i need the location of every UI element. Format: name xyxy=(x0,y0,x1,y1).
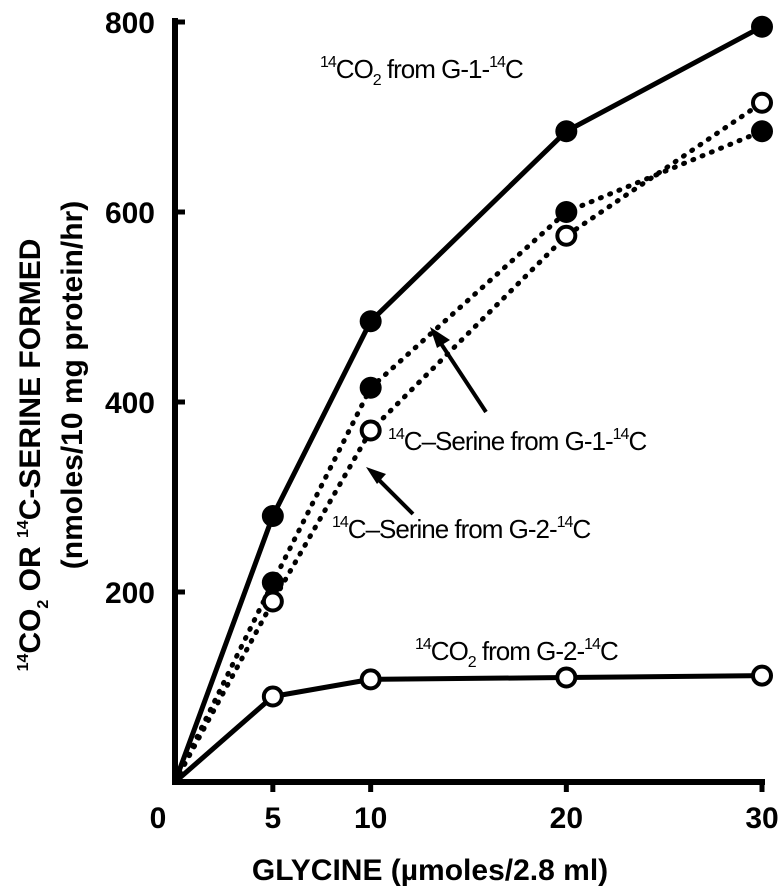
y-title-part-3: C-SERINE FORMED xyxy=(14,239,47,521)
y-tick-label-800: 800 xyxy=(105,7,155,40)
data-point xyxy=(261,685,284,708)
y-title-part-1: CO xyxy=(14,609,47,654)
annotation-serine-g2: 14C–Serine from G-2-14C xyxy=(332,514,590,544)
data-point xyxy=(555,201,578,223)
data-point xyxy=(751,15,773,38)
y-axis-subtitle: (nmoles/10 mg protein/hr) xyxy=(56,201,89,569)
data-point xyxy=(359,668,382,691)
svg-text:14CO2 OR 14C-SERINE FORMED: 14CO2 OR 14C-SERINE FORMED xyxy=(14,239,52,672)
arrow-serine-g1 xyxy=(434,334,488,414)
data-point xyxy=(751,91,773,114)
data-point xyxy=(261,571,284,594)
y-title-iso-2: 14 xyxy=(15,520,32,538)
annotation-co2-g2: 14CO2 from G-2-14C xyxy=(415,636,618,671)
x-tick-label-0: 0 xyxy=(150,802,167,835)
data-point xyxy=(359,419,382,442)
y-title-sub: 2 xyxy=(35,600,52,609)
arrow-serine-g2 xyxy=(372,473,415,516)
y-axis-title: 14CO2 OR 14C-SERINE FORMED xyxy=(14,239,52,672)
x-tick-label-5: 5 xyxy=(264,802,281,835)
x-tick-label-10: 10 xyxy=(354,802,387,835)
arrowhead-serine-g1 xyxy=(430,327,450,348)
data-point xyxy=(555,224,578,247)
annotation-co2-g1: 14CO2 from G-1-14C xyxy=(320,54,523,89)
y-tick-label-200: 200 xyxy=(105,577,155,610)
x-tick-label-30: 30 xyxy=(745,802,778,835)
y-tick-label-600: 600 xyxy=(105,197,155,230)
data-point xyxy=(261,505,284,527)
data-point xyxy=(751,120,773,143)
y-tick-marks xyxy=(175,19,185,595)
y-title-iso-1: 14 xyxy=(15,654,32,672)
x-tick-marks xyxy=(270,782,765,792)
y-tick-label-400: 400 xyxy=(105,387,155,420)
data-point xyxy=(359,376,382,399)
data-point xyxy=(751,664,773,687)
arrowhead-serine-g2 xyxy=(366,467,386,484)
data-markers xyxy=(261,15,773,708)
x-axis-title: GLYCINE (µmoles/2.8 ml) xyxy=(252,854,608,887)
y-title-part-2: OR xyxy=(14,538,47,600)
data-point xyxy=(359,310,382,333)
x-tick-label-20: 20 xyxy=(550,802,583,835)
data-point xyxy=(555,666,578,689)
annotation-serine-g1: 14C–Serine from G-1-14C xyxy=(388,426,646,456)
data-point xyxy=(261,590,284,613)
data-point xyxy=(555,120,578,143)
